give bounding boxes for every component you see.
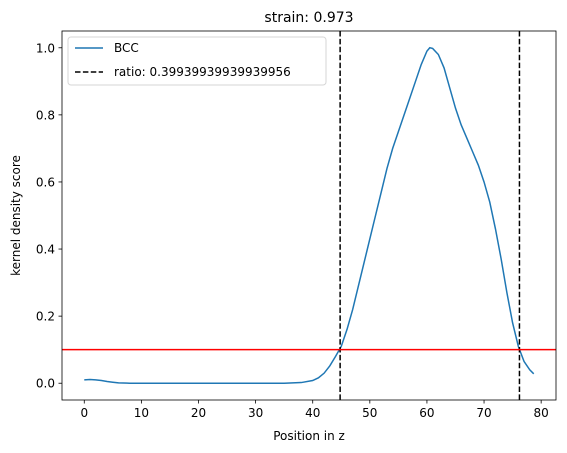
y-tick-label: 0.4 [36,243,55,257]
x-tick-label: 80 [534,406,549,420]
y-tick-label: 0.8 [36,108,55,122]
plot-frame [61,30,557,401]
x-tick-label: 50 [362,406,377,420]
legend-box [67,36,327,86]
x-tick-label: 10 [134,406,149,420]
x-tick-label: 30 [248,406,263,420]
chart-title: strain: 0.973 [264,10,353,26]
plot-area [61,30,557,401]
x-tick-label: 0 [80,406,88,420]
y-tick-label: 0.6 [36,175,55,189]
x-axis-label: Position in z [273,429,345,443]
legend: BCC ratio: 0.39939939939939956 [67,36,327,86]
x-tick-label: 40 [305,406,320,420]
y-axis-label: kernel density score [9,155,23,276]
legend-entry-bcc: BCC [114,41,139,55]
x-tick-label: 70 [476,406,491,420]
x-tick-label: 20 [191,406,206,420]
x-axis: 0 10 20 30 40 50 60 70 80 [80,400,549,420]
x-tick-label: 60 [419,406,434,420]
legend-entry-ratio: ratio: 0.39939939939939956 [114,65,291,79]
y-axis: 0.0 0.2 0.4 0.6 0.8 1.0 [36,41,62,391]
series-line-bcc [84,46,535,384]
y-tick-label: 0.0 [36,377,55,391]
y-tick-label: 1.0 [36,41,55,55]
y-tick-label: 0.2 [36,310,55,324]
